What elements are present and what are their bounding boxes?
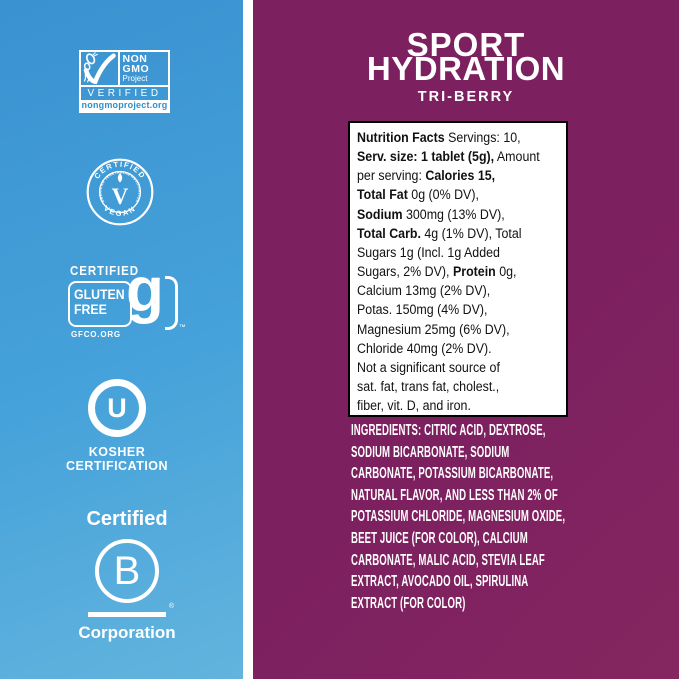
b-corp-underline-wrap: ®: [60, 603, 194, 617]
non-gmo-line3: Project: [122, 74, 148, 83]
b-corp-registered-mark: ®: [168, 603, 174, 610]
gluten-free-org-label: GFCO.ORG: [71, 330, 121, 339]
kosher-u-letter: U: [107, 392, 127, 423]
nutrition-facts-box: Nutrition Facts Servings: 10, Serv. size:…: [348, 121, 568, 417]
ingredients-text: INGREDIENTS: CITRIC ACID, DEXTROSE, SODIU…: [351, 422, 566, 612]
vegan-v-letter: V: [112, 184, 129, 210]
nutrition-text: Nutrition Facts Servings: 10, Serv. size:…: [357, 130, 540, 414]
gluten-free-trademark: ™: [179, 324, 186, 331]
butterfly-checkmark-icon: [81, 52, 118, 85]
left-panel: NON GMO Project VERIFIED nongmoproject.o…: [0, 0, 243, 679]
product-flavor: TRI-BERRY: [417, 89, 515, 105]
non-gmo-line2: GMO: [122, 63, 150, 75]
product-title-line2: HYDRATION: [366, 50, 566, 87]
kosher-label-line1: KOSHER: [88, 445, 146, 459]
non-gmo-url: nongmoproject.org: [81, 99, 168, 111]
b-corp-badge: Certified B ® Corporation: [60, 506, 194, 643]
b-corp-b-icon: B: [95, 539, 159, 603]
gluten-free-box: GLUTEN FREE: [68, 281, 132, 327]
non-gmo-verified-label: VERIFIED: [81, 84, 168, 100]
certified-vegan-seal-icon: CERTIFIED VEGAN AMERICAN VEGETARIAN ASSO…: [86, 158, 154, 226]
gluten-free-g-icon: g: [126, 256, 164, 325]
b-corp-underline: [88, 612, 166, 617]
product-title-line1: SPORT: [406, 26, 526, 63]
non-gmo-wordmark: NON GMO Project: [117, 52, 168, 85]
b-corp-certified-label: Certified: [86, 508, 168, 530]
kosher-badge: U KOSHER CERTIFICATION: [47, 379, 187, 473]
non-gmo-line1: NON: [122, 53, 148, 65]
kosher-label-line2: CERTIFICATION: [65, 459, 169, 473]
gluten-free-badge: CERTIFIED GLUTEN FREE g ™ GFCO.ORG: [68, 256, 193, 344]
kosher-ou-icon: U: [88, 379, 146, 437]
non-gmo-top-row: NON GMO Project: [81, 52, 168, 85]
non-gmo-badge: NON GMO Project VERIFIED nongmoproject.o…: [79, 50, 170, 113]
vegan-leaf-icon: [117, 172, 123, 183]
gluten-free-word2: FREE: [74, 301, 107, 317]
gluten-free-certified-label: CERTIFIED: [70, 264, 139, 278]
b-corp-corporation-label: Corporation: [78, 623, 176, 642]
gluten-free-word1: GLUTEN: [74, 286, 125, 302]
gluten-free-bracket-icon: [165, 276, 178, 330]
b-corp-b-letter: B: [113, 549, 141, 593]
